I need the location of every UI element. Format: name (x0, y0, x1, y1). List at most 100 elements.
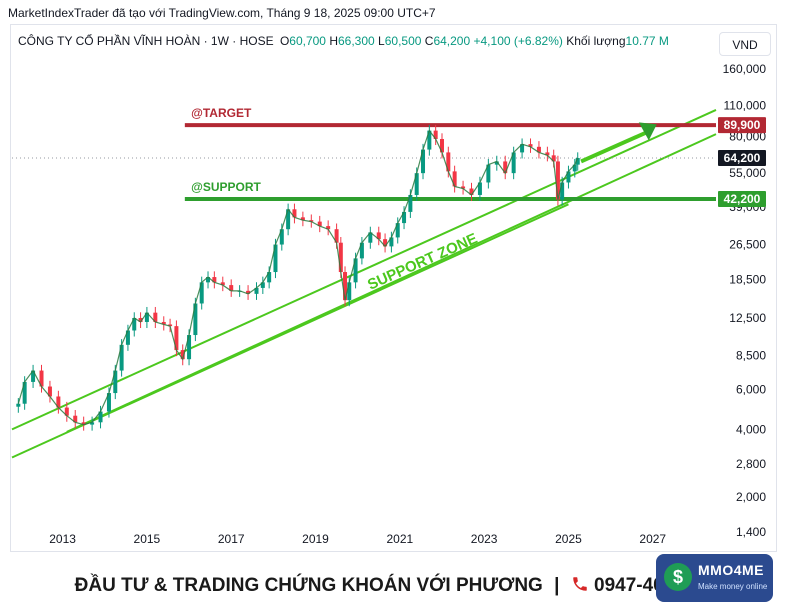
x-tick-label: 2015 (134, 532, 161, 546)
candle-body (528, 144, 533, 147)
candle-body (309, 220, 314, 222)
candle-body (338, 242, 343, 273)
channel-inner-line (66, 133, 717, 433)
candle-body (572, 164, 577, 172)
candle-body (446, 152, 451, 172)
candle-body (206, 277, 211, 283)
y-tick-label: 4,000 (736, 422, 766, 436)
candle-body (132, 317, 137, 331)
support-channel (11, 109, 717, 459)
candle-body (376, 232, 381, 240)
y-tick-label: 55,000 (729, 166, 766, 180)
support-price-tag: 42,200 (718, 191, 766, 208)
candle-body (469, 188, 474, 195)
y-tick-label: 26,500 (729, 238, 766, 252)
x-tick-label: 2027 (639, 532, 666, 546)
dollar-coin-icon: $ (664, 563, 692, 591)
candle-body (439, 138, 444, 153)
open-label: O (279, 34, 290, 48)
mmo4me-badge[interactable]: $ MMO4ME Make money online (656, 554, 773, 602)
currency-button[interactable]: VND (719, 32, 771, 56)
candle-body (555, 161, 560, 200)
candle-body (566, 171, 571, 183)
candle-body (368, 232, 373, 243)
candle-body (81, 422, 86, 425)
candle-body (347, 282, 352, 301)
candle-body (47, 386, 52, 397)
candle-body (39, 370, 44, 387)
candle-body (334, 229, 339, 243)
candle-body (560, 182, 565, 200)
candle-body (421, 149, 426, 174)
candle-body (267, 272, 272, 283)
candle-body (180, 350, 185, 360)
candle-body (125, 330, 130, 345)
candle-body (503, 161, 508, 174)
candle-body (343, 272, 348, 301)
candle-body (119, 344, 124, 371)
y-tick-label: 6,000 (736, 383, 766, 397)
candle-body (389, 237, 394, 247)
y-tick-label: 2,000 (736, 490, 766, 504)
axes: 160,000110,00080,00055,00039,00026,50018… (49, 62, 766, 546)
footer-title: ĐẦU TƯ & TRADING CHỨNG KHOÁN VỚI PHƯƠNG (74, 575, 543, 596)
candle-body (536, 146, 541, 153)
support-price-tag-bg (718, 191, 766, 208)
high-value: 66,300 (338, 34, 375, 48)
close-value: 64,200 (433, 34, 471, 48)
candle-body (31, 370, 36, 382)
candle-body (98, 411, 103, 423)
candle-body (254, 287, 259, 294)
candle-body (161, 321, 166, 325)
y-tick-label: 18,500 (729, 273, 766, 287)
candle-body (193, 303, 198, 336)
candle-body (260, 282, 265, 288)
candle-body (408, 194, 413, 212)
candle-body (106, 393, 111, 412)
candle-body (395, 223, 400, 238)
open-value: 60,700 (289, 34, 326, 48)
last-price-tag-text: 64,200 (724, 151, 761, 165)
channel-upper-line (11, 109, 717, 431)
y-tick-label: 8,500 (736, 349, 766, 363)
symbol-name[interactable]: CÔNG TY CỔ PHẦN VĨNH HOÀN · 1W · HOSE (18, 34, 274, 48)
high-label: H (329, 34, 338, 48)
x-tick-label: 2013 (49, 532, 76, 546)
close-label: C (424, 34, 434, 48)
last-price-tag-bg (718, 150, 766, 167)
badge-name: MMO4ME (698, 562, 764, 578)
candle-body (279, 229, 284, 245)
candle-body (317, 221, 322, 227)
target-price-tag-text: 89,900 (724, 118, 761, 132)
candle-body (520, 144, 525, 153)
low-label: L (378, 34, 385, 48)
chart-frame (10, 24, 777, 552)
x-tick-label: 2019 (302, 532, 329, 546)
levels (12, 123, 716, 202)
candle-body (326, 226, 331, 230)
candle-body (511, 152, 516, 174)
candle-body (575, 158, 580, 165)
candle-body (292, 209, 297, 218)
candle-body (273, 244, 278, 273)
badge-tagline: Make money online (698, 582, 768, 591)
candle-body (144, 312, 149, 322)
ohlc-legend: CÔNG TY CỔ PHẦN VĨNH HOÀN · 1W · HOSE O6… (18, 34, 669, 48)
x-tick-label: 2023 (471, 532, 498, 546)
target-label: @TARGET (191, 106, 252, 120)
candle-body (494, 161, 499, 165)
candle-body (359, 242, 364, 259)
candle-body (551, 155, 556, 162)
candle-body (477, 182, 482, 195)
candle-body (153, 312, 158, 322)
y-tick-label: 110,000 (724, 98, 767, 112)
footer-separator: | (554, 575, 560, 596)
x-tick-label: 2021 (386, 532, 413, 546)
y-tick-label: 2,800 (736, 457, 766, 471)
candle-body (174, 326, 179, 351)
candle-body (187, 335, 192, 360)
candle-body (199, 282, 204, 304)
candle-body (486, 164, 491, 183)
candle-body (433, 130, 438, 139)
